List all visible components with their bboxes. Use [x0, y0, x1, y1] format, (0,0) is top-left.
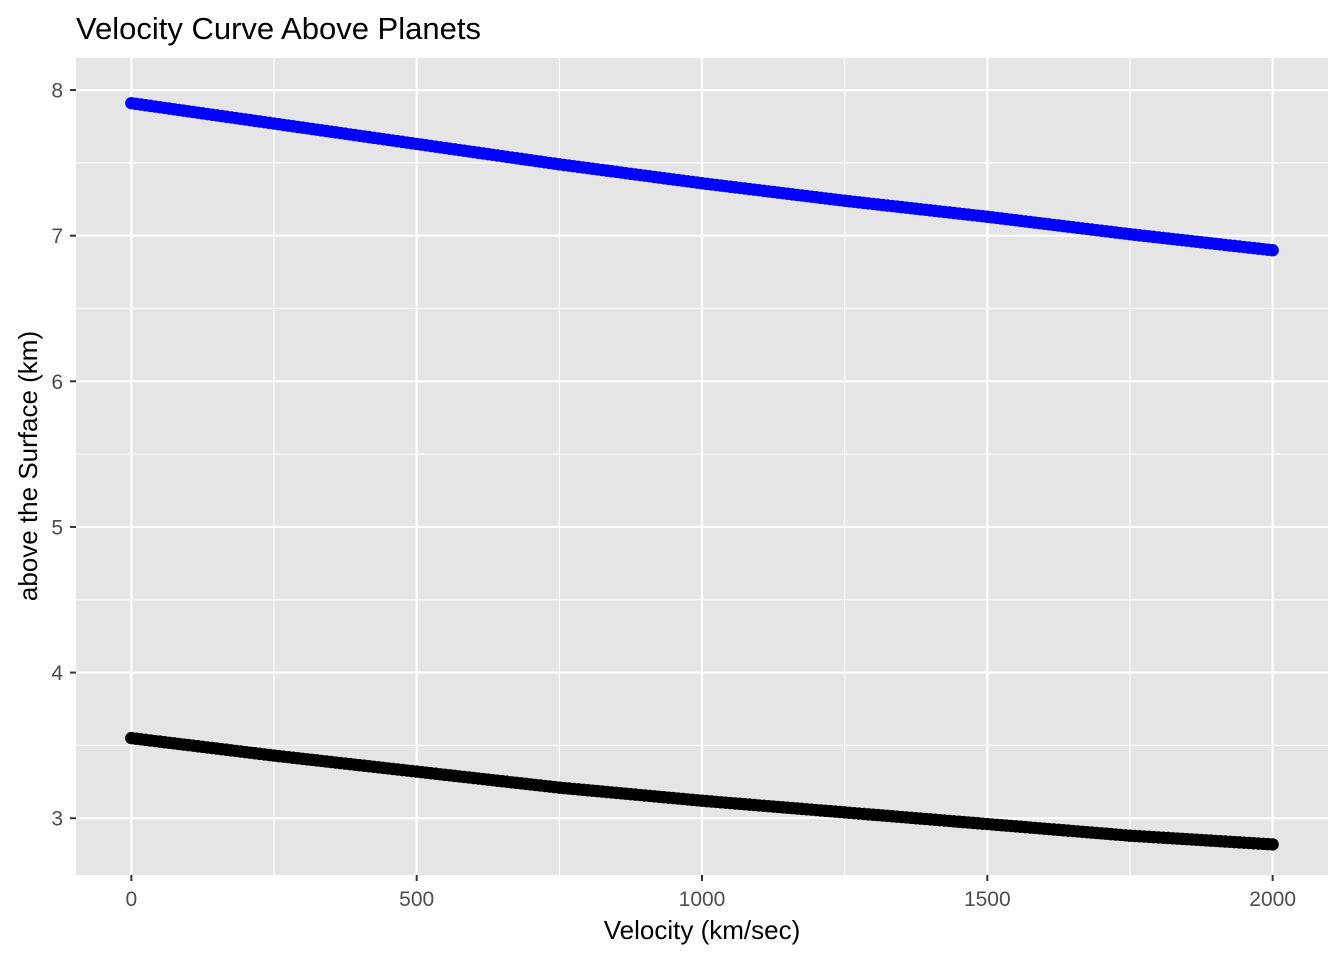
y-tick-label: 5	[51, 516, 63, 539]
series-1	[125, 96, 1279, 257]
x-tick-label: 0	[126, 888, 138, 911]
y-axis-title: above the Surface (km)	[13, 331, 43, 601]
x-axis: 0 500 1000 1500 2000	[126, 875, 1296, 911]
y-tick-label: 4	[51, 662, 63, 685]
y-tick-label: 8	[51, 80, 63, 103]
x-tick-label: 2000	[1249, 888, 1296, 911]
chart-title: Velocity Curve Above Planets	[76, 11, 481, 46]
y-axis: 3 4 5 6 7 8	[51, 80, 76, 831]
x-tick-label: 1000	[679, 888, 726, 911]
series-layer	[125, 96, 1279, 851]
series-2-point	[1266, 838, 1279, 851]
x-tick-label: 500	[399, 888, 434, 911]
y-tick-label: 6	[51, 371, 63, 394]
series-2	[125, 731, 1279, 851]
series-1-point	[1266, 244, 1279, 257]
y-tick-label: 7	[51, 225, 63, 248]
x-axis-title: Velocity (km/sec)	[604, 915, 801, 945]
y-tick-label: 3	[51, 808, 63, 831]
x-tick-label: 1500	[964, 888, 1011, 911]
